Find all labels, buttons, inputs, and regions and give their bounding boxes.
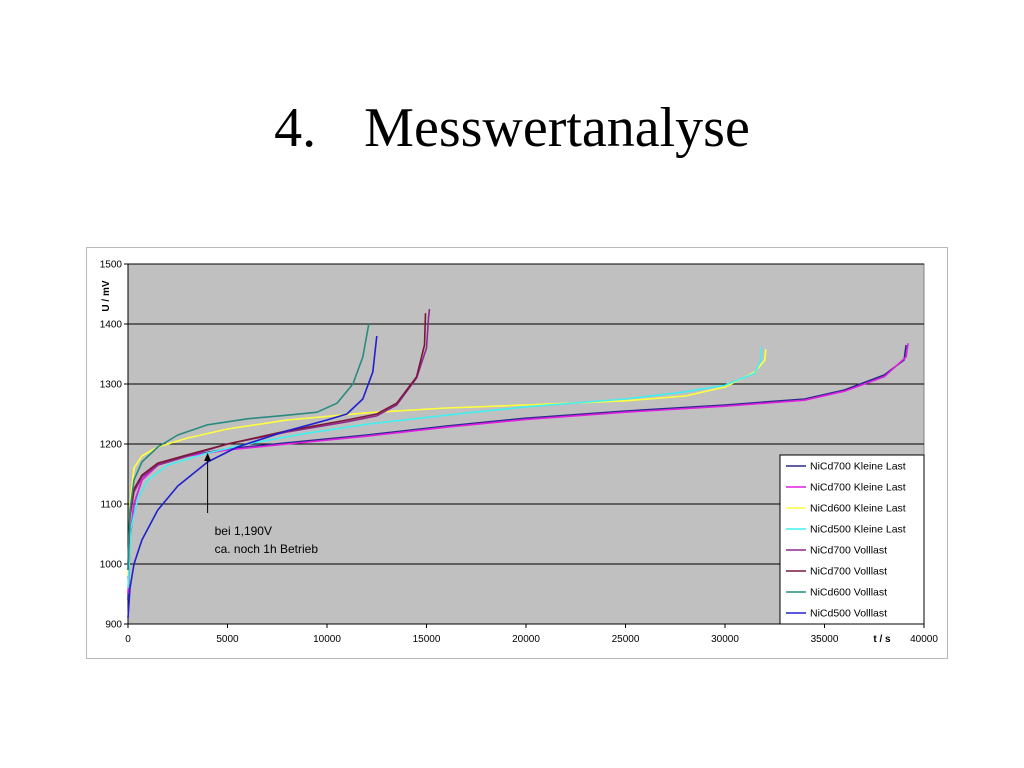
- y-tick-label: 1300: [100, 380, 123, 391]
- x-tick-label: 15000: [413, 634, 441, 645]
- legend-item-label: NiCd500 Volllast: [810, 608, 887, 620]
- y-tick-label: 1100: [100, 500, 122, 511]
- x-tick-label: 20000: [512, 634, 540, 645]
- x-tick-label: 25000: [612, 634, 640, 645]
- series-line-4: [127, 346, 763, 589]
- slide-title: 4. Messwertanalyse: [0, 96, 1024, 160]
- series-line-7: [127, 323, 370, 571]
- x-tick-label: 40000: [910, 634, 938, 645]
- legend-item-label: NiCd600 Volllast: [810, 587, 887, 599]
- annotation-arrow-head: [204, 453, 212, 461]
- y-tick-label: 1400: [100, 320, 123, 331]
- annotation-text: bei 1,190V: [215, 524, 272, 538]
- legend-item-label: NiCd700 Volllast: [810, 566, 887, 578]
- slide-number: 4.: [274, 97, 317, 159]
- series-line-2: [127, 343, 909, 595]
- legend-item-label: NiCd700 Kleine Last: [810, 482, 906, 494]
- x-tick-label: 5000: [216, 634, 239, 645]
- legend-item-label: NiCd500 Kleine Last: [810, 524, 906, 536]
- y-tick-label: 1200: [100, 440, 123, 451]
- legend-item-label: NiCd700 Volllast: [810, 545, 887, 557]
- legend-box: [779, 454, 925, 625]
- x-tick-label: 0: [125, 634, 131, 645]
- x-axis-label: t / s: [873, 634, 891, 645]
- y-axis-label: U / mV: [101, 280, 112, 311]
- slide-title-text: Messwertanalyse: [364, 97, 750, 159]
- y-tick-label: 900: [105, 620, 122, 631]
- legend-item-label: NiCd600 Kleine Last: [810, 503, 906, 515]
- x-tick-label: 35000: [811, 634, 839, 645]
- series-line-6: [127, 313, 427, 565]
- annotation-text: ca. noch 1h Betrieb: [215, 542, 319, 556]
- y-tick-label: 1500: [100, 260, 123, 271]
- x-tick-label: 30000: [711, 634, 739, 645]
- series-line-8: [127, 335, 378, 619]
- legend-item-label: NiCd700 Kleine Last: [810, 461, 906, 473]
- y-tick-label: 1000: [100, 560, 123, 571]
- x-tick-label: 10000: [313, 634, 341, 645]
- chart-frame: 900 1000 1100 1200 1300 1400 1500 0 5000 10000 150…: [86, 247, 948, 659]
- series-line-5: [127, 308, 431, 571]
